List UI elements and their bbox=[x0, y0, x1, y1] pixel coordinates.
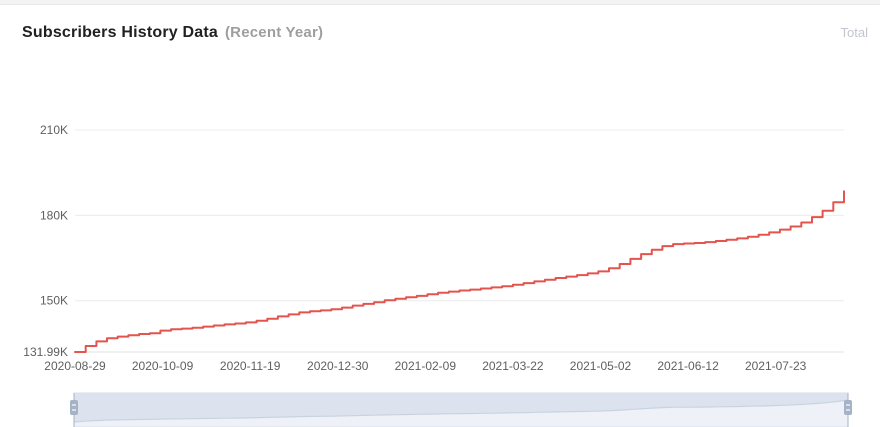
x-tick-label: 2021-07-23 bbox=[745, 359, 807, 373]
y-tick-label: 210K bbox=[40, 123, 68, 137]
datazoom-slider[interactable] bbox=[70, 392, 852, 427]
subscribers-line bbox=[74, 190, 845, 353]
x-tick-label: 2020-08-29 bbox=[44, 359, 106, 373]
slider-handle-grip[interactable] bbox=[844, 400, 852, 415]
series-line-total bbox=[74, 190, 845, 353]
y-tick-label: 131.99K bbox=[23, 345, 68, 359]
slider-handle-grip[interactable] bbox=[70, 400, 78, 415]
x-tick-label: 2021-03-22 bbox=[482, 359, 544, 373]
x-tick-label: 2020-10-09 bbox=[132, 359, 194, 373]
x-tick-label: 2020-12-30 bbox=[307, 359, 369, 373]
x-tick-label: 2021-06-12 bbox=[657, 359, 719, 373]
page-subtitle: (Recent Year) bbox=[224, 24, 324, 41]
chart-header: Subscribers History Data (Recent Year) To… bbox=[22, 24, 868, 48]
slider-selected-region[interactable] bbox=[74, 393, 848, 422]
x-tick-label: 2021-05-02 bbox=[570, 359, 632, 373]
slider-handle-left[interactable] bbox=[70, 393, 78, 427]
page-title: Subscribers History Data bbox=[22, 24, 218, 41]
y-tick-label: 180K bbox=[40, 208, 68, 222]
x-tick-label: 2020-11-19 bbox=[220, 359, 281, 373]
slider-handle-right[interactable] bbox=[844, 393, 852, 427]
x-tick-label: 2021-02-09 bbox=[395, 359, 457, 373]
y-gridlines bbox=[75, 129, 844, 302]
y-tick-label: 150K bbox=[40, 294, 68, 308]
x-axis-labels: 2020-08-29 2020-10-09 2020-11-19 2020-12-30… bbox=[44, 359, 806, 373]
y-axis-labels: 131.99K 150K 180K 210K bbox=[23, 123, 68, 359]
slider-data-shadow-line bbox=[73, 399, 849, 423]
top-strip bbox=[0, 0, 880, 5]
legend-item-total[interactable]: Total bbox=[840, 25, 868, 40]
